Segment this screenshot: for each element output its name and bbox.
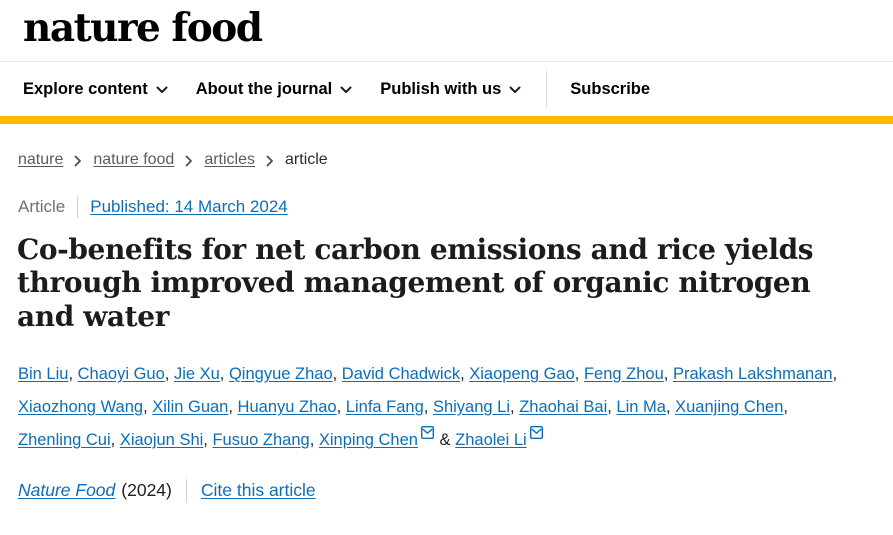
journal-name-link[interactable]: Nature Food — [18, 480, 116, 501]
email-envelope-icon[interactable] — [529, 425, 543, 439]
author-link[interactable]: Fusuo Zhang — [212, 430, 310, 449]
author-separator: , — [423, 397, 433, 416]
article-title-line: Co-benefits for net carbon emissions and… — [17, 233, 814, 266]
chevron-down-icon — [340, 86, 352, 94]
author-separator: , — [228, 397, 238, 416]
author-link[interactable]: Zhaohai Bai — [519, 397, 608, 416]
nav-about-the-journal[interactable]: About the journal — [196, 80, 353, 99]
author-separator: , — [110, 430, 120, 449]
author-separator: , — [607, 397, 617, 416]
author-link[interactable]: Prakash Lakshmanan — [672, 364, 833, 383]
author-link[interactable]: Lin Ma — [616, 397, 666, 416]
author-link[interactable]: Jie Xu — [173, 364, 220, 383]
author-list: Bin Liu, Chaoyi Guo, Jie Xu, Qingyue Zha… — [18, 358, 848, 457]
nav-subscribe[interactable]: Subscribe — [570, 80, 650, 99]
author-separator: , — [665, 397, 676, 416]
author-separator: , — [143, 397, 153, 416]
article-page: nature nature food articles article Arti… — [0, 151, 893, 503]
author-separator: , — [219, 364, 229, 383]
nav-divider — [546, 70, 548, 108]
author-link[interactable]: Qingyue Zhao — [228, 364, 333, 383]
author-separator: , — [783, 397, 788, 416]
cite-divider — [185, 478, 187, 503]
author-link[interactable]: David Chadwick — [341, 364, 461, 383]
chevron-right-icon — [266, 155, 274, 167]
publication-year: (2024) — [121, 480, 172, 501]
journal-logo[interactable]: nature food — [23, 5, 263, 51]
author-link[interactable]: Xinping Chen — [318, 430, 418, 449]
article-title-line: through improved management of organic n… — [17, 266, 811, 300]
author-link[interactable]: Zhaolei Li — [455, 430, 527, 449]
author-separator: , — [164, 364, 174, 383]
cite-this-article-link[interactable]: Cite this article — [200, 480, 316, 501]
author-link[interactable]: Xiaozhong Wang — [18, 397, 144, 416]
chevron-down-icon — [156, 86, 168, 94]
author-link[interactable]: Linfa Fang — [345, 397, 424, 416]
site-header: nature food Explore content About the jo… — [0, 0, 893, 124]
published-date-link[interactable]: Published: 14 March 2024 — [90, 197, 288, 216]
breadcrumb: nature nature food articles article — [18, 151, 893, 169]
email-envelope-icon[interactable] — [420, 425, 434, 439]
author-link[interactable]: Xuanjing Chen — [675, 397, 784, 416]
breadcrumb-articles[interactable]: articles — [204, 151, 256, 168]
author-separator: , — [336, 397, 346, 416]
author-separator: , — [203, 430, 213, 449]
author-link[interactable]: Shiyang Li — [432, 397, 511, 416]
author-link[interactable]: Chaoyi Guo — [77, 364, 165, 383]
author-separator: , — [832, 364, 838, 383]
author-link[interactable]: Xilin Guan — [152, 397, 229, 416]
chevron-right-icon — [185, 155, 193, 167]
author-separator: , — [663, 364, 673, 383]
article-title: Co-benefits for net carbon emissions and… — [17, 233, 847, 333]
breadcrumb-current-article: article — [285, 151, 328, 168]
logo-row: nature food — [0, 0, 893, 62]
nav-label: Subscribe — [570, 79, 651, 98]
breadcrumb-nature-food[interactable]: nature food — [93, 151, 175, 168]
author-separator: , — [68, 364, 78, 383]
author-link[interactable]: Bin Liu — [18, 364, 69, 383]
author-separator: & — [434, 430, 456, 449]
author-separator: , — [510, 397, 520, 416]
author-link[interactable]: Xiaopeng Gao — [469, 364, 575, 383]
author-separator: , — [332, 364, 342, 383]
author-link[interactable]: Zhenling Cui — [18, 430, 111, 449]
author-separator: , — [309, 430, 319, 449]
brand-color-bar — [0, 116, 893, 124]
breadcrumb-nature[interactable]: nature — [18, 151, 64, 168]
article-meta-row: Article Published: 14 March 2024 — [18, 196, 893, 218]
main-nav: Explore content About the journal Publis… — [0, 62, 893, 116]
nav-label: About the journal — [195, 79, 333, 98]
meta-divider — [77, 196, 79, 218]
nav-label: Publish with us — [380, 79, 502, 98]
author-link[interactable]: Xiaojun Shi — [119, 430, 204, 449]
nav-publish-with-us[interactable]: Publish with us — [380, 80, 521, 99]
nav-label: Explore content — [23, 79, 148, 98]
author-link[interactable]: Huanyu Zhao — [237, 397, 337, 416]
author-link[interactable]: Feng Zhou — [583, 364, 664, 383]
chevron-down-icon — [509, 86, 521, 94]
article-title-line: and water — [17, 299, 169, 333]
article-type-label: Article — [18, 197, 66, 216]
citation-row: Nature Food (2024) Cite this article — [18, 478, 893, 503]
author-separator: , — [574, 364, 584, 383]
chevron-right-icon — [74, 155, 82, 167]
author-separator: , — [460, 364, 470, 383]
nav-explore-content[interactable]: Explore content — [23, 80, 168, 99]
